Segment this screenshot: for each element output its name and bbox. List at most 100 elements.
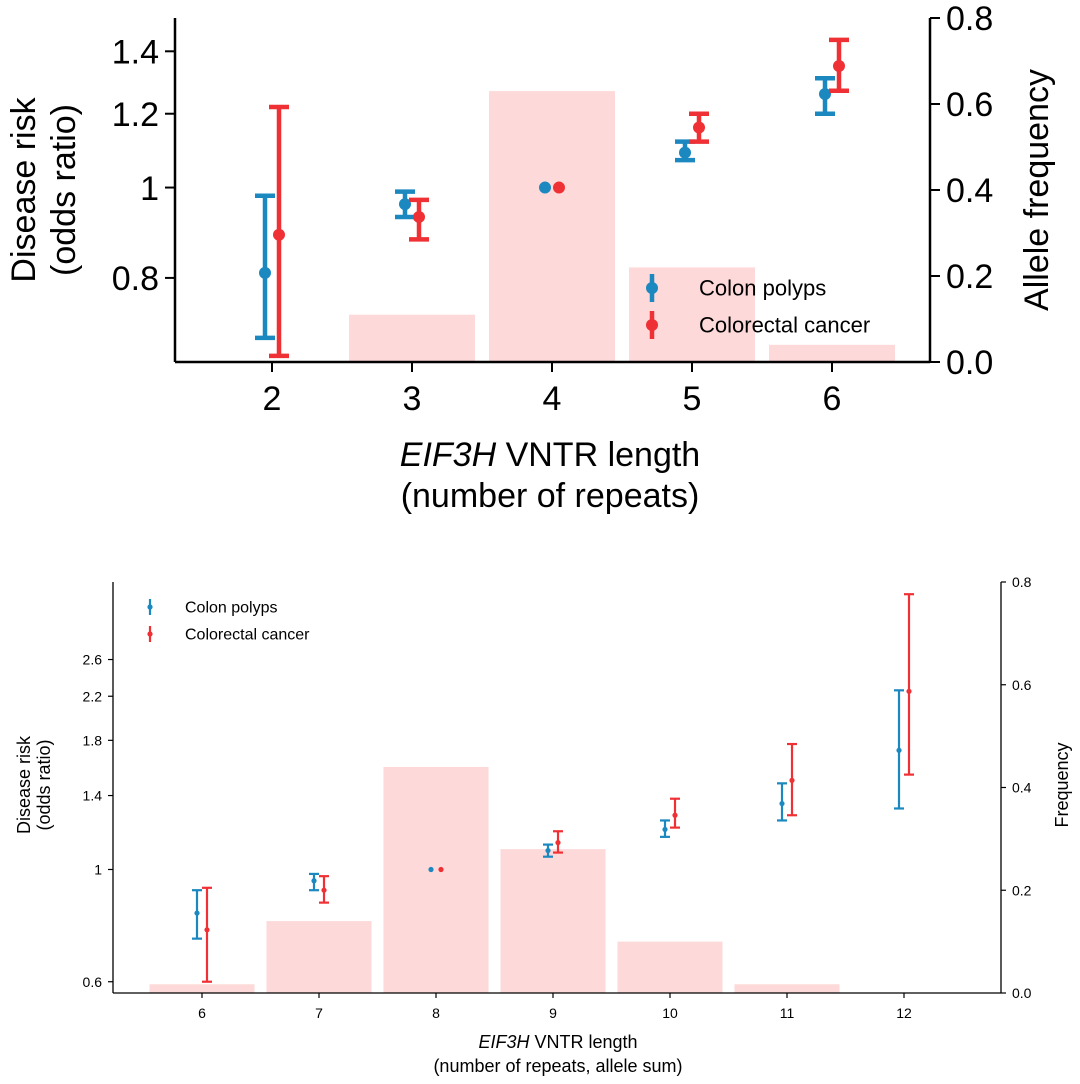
marker bbox=[321, 887, 327, 893]
bottom-cancer-point-6 bbox=[202, 886, 212, 983]
top-y-tick-label: 1 bbox=[140, 170, 159, 208]
bottom-cancer-point-10 bbox=[670, 797, 680, 829]
marker bbox=[204, 927, 210, 933]
marker bbox=[819, 87, 831, 100]
top-y-tick-label: 0.8 bbox=[112, 260, 159, 298]
bottom-xlabel-line2: (number of repeats, allele sum) bbox=[433, 1056, 682, 1076]
marker bbox=[555, 840, 561, 846]
legend-marker bbox=[147, 631, 153, 637]
bottom-cancer-point-8 bbox=[438, 866, 444, 873]
top-ylabel-line2: (odds ratio) bbox=[45, 104, 83, 276]
legend-label: Colorectal cancer bbox=[699, 313, 870, 338]
top-ylabel: Disease risk (odds ratio) bbox=[5, 96, 83, 282]
top-legend-entry-polyps: Colon polyps bbox=[646, 274, 826, 302]
top-y2-tick-label: 0.2 bbox=[946, 258, 993, 296]
bottom-cancer-point-11 bbox=[787, 742, 797, 817]
bottom-frequency-bar-6 bbox=[149, 984, 255, 993]
bottom-y2label: Frequency bbox=[1052, 742, 1072, 827]
marker bbox=[662, 826, 668, 833]
marker bbox=[906, 688, 912, 694]
top-frequency-bar-6 bbox=[769, 344, 895, 362]
top-xlabel-rest: VNTR length bbox=[496, 436, 700, 474]
bottom-y-tick-label: 1.4 bbox=[83, 788, 103, 804]
top-polyps-point-2 bbox=[255, 193, 275, 341]
bottom-cancer-point-7 bbox=[319, 875, 329, 904]
bottom-legend-entry-cancer: Colorectal cancer bbox=[147, 626, 310, 644]
legend-marker bbox=[147, 604, 153, 610]
top-xlabel-line2: (number of repeats) bbox=[401, 477, 700, 515]
bottom-frequency-bar-7 bbox=[266, 921, 372, 993]
marker bbox=[428, 866, 434, 873]
bottom-y2-tick-label: 0.2 bbox=[1012, 882, 1032, 898]
marker bbox=[539, 181, 551, 194]
top-cancer-point-5 bbox=[689, 111, 709, 144]
bottom-polyps-point-7 bbox=[309, 872, 319, 892]
top-chart: 2 3 4 5 6 0.8 1 1.2 1.4 0.0 0.2 0.4 0.6 0.8 Colon pol… bbox=[5, 0, 1056, 515]
legend-label: Colon polyps bbox=[185, 600, 278, 617]
bottom-frequency-bar-10 bbox=[617, 941, 723, 993]
legend-label: Colorectal cancer bbox=[185, 627, 310, 644]
top-x-tick-label: 6 bbox=[823, 380, 842, 418]
bottom-x-tick-label: 10 bbox=[662, 1005, 678, 1021]
top-y-tick-label: 1.2 bbox=[112, 96, 159, 134]
bottom-xlabel-gene: EIF3H bbox=[478, 1032, 530, 1052]
bottom-y2-tick-label: 0.6 bbox=[1012, 677, 1032, 693]
top-y2label: Allele frequency bbox=[1018, 69, 1056, 311]
top-x-tick-label: 4 bbox=[543, 380, 562, 418]
bottom-polyps-point-12 bbox=[894, 689, 904, 810]
bottom-xlabel: EIF3H VNTR length bbox=[478, 1032, 637, 1052]
bottom-x-tick-label: 11 bbox=[780, 1005, 795, 1021]
marker bbox=[273, 228, 285, 241]
bottom-chart: 6 7 8 9 10 11 12 0.6 1 1.4 1.8 2.2 2.6 0.0 0.2 0.4 0.6 0.… bbox=[14, 574, 1072, 1076]
bottom-x-tick-label: 9 bbox=[549, 1005, 557, 1021]
bottom-ylabel-line1: Disease risk bbox=[14, 735, 34, 834]
bottom-polyps-point-6 bbox=[192, 889, 202, 940]
marker bbox=[399, 198, 411, 211]
top-x-tick-label: 5 bbox=[683, 380, 702, 418]
bottom-x-tick-label: 7 bbox=[315, 1005, 323, 1021]
marker bbox=[259, 266, 271, 279]
marker bbox=[833, 60, 845, 73]
legend-marker bbox=[646, 319, 658, 331]
bottom-cancer-point-12 bbox=[904, 593, 914, 776]
bottom-x-tick-label: 12 bbox=[896, 1005, 912, 1021]
top-y2-tick-label: 0.8 bbox=[946, 0, 993, 38]
top-ylabel-line1: Disease risk bbox=[5, 96, 43, 282]
bottom-ylabel: Disease risk (odds ratio) bbox=[14, 735, 54, 834]
bottom-frequency-bar-11 bbox=[734, 984, 840, 993]
marker bbox=[413, 210, 425, 223]
bottom-frequency-bar-9 bbox=[500, 849, 606, 993]
top-polyps-point-4 bbox=[539, 181, 551, 194]
top-frequency-bar-3 bbox=[349, 314, 475, 362]
marker bbox=[789, 777, 795, 783]
top-polyps-point-6 bbox=[815, 75, 835, 116]
bottom-x-tick-label: 6 bbox=[198, 1005, 206, 1021]
marker bbox=[438, 866, 444, 873]
bottom-y-tick-label: 0.6 bbox=[83, 974, 103, 990]
top-x-tick-label: 3 bbox=[403, 380, 422, 418]
top-xlabel-gene: EIF3H bbox=[400, 436, 497, 474]
bottom-polyps-point-8 bbox=[428, 866, 434, 873]
marker bbox=[779, 800, 785, 807]
marker bbox=[311, 878, 317, 884]
top-cancer-point-4 bbox=[553, 181, 565, 194]
top-cancer-point-2 bbox=[269, 104, 289, 359]
top-y2-tick-label: 0.6 bbox=[946, 86, 993, 124]
bottom-polyps-point-11 bbox=[777, 782, 787, 822]
bottom-y2-tick-label: 0.4 bbox=[1012, 780, 1032, 796]
bottom-y-tick-label: 1 bbox=[94, 862, 102, 878]
top-polyps-point-5 bbox=[675, 139, 695, 163]
legend-marker bbox=[646, 282, 658, 294]
marker bbox=[545, 847, 551, 854]
bottom-y-tick-label: 1.8 bbox=[83, 732, 103, 748]
marker bbox=[896, 747, 902, 753]
top-y-tick-label: 1.4 bbox=[112, 34, 159, 72]
top-y2-tick-label: 0.4 bbox=[946, 172, 993, 210]
legend-label: Colon polyps bbox=[699, 276, 826, 301]
bottom-ylabel-line2: (odds ratio) bbox=[34, 739, 54, 830]
marker bbox=[194, 910, 200, 916]
top-y2-tick-label: 0.0 bbox=[946, 344, 993, 382]
bottom-polyps-point-9 bbox=[543, 843, 553, 858]
bottom-xlabel-rest: VNTR length bbox=[529, 1032, 637, 1052]
